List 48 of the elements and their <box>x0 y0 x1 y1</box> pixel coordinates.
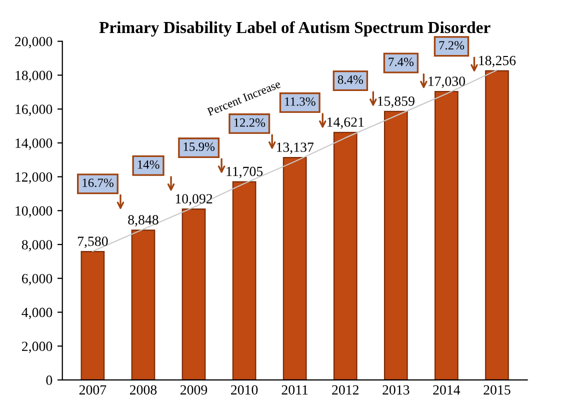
data-label: 18,256 <box>479 56 516 68</box>
annotation: 14% <box>138 160 160 169</box>
annotation: 7.4% <box>388 58 414 66</box>
data-label: 17,030 <box>428 76 466 88</box>
y-tick-label: 4,000 <box>22 308 52 320</box>
bar <box>182 208 206 380</box>
annotation: 11.3% <box>285 97 316 106</box>
annotation: 15.9% <box>184 142 215 151</box>
data-label: 15,859 <box>378 96 414 108</box>
bar <box>282 156 307 380</box>
y-tick-label: 18,000 <box>16 70 52 82</box>
y-tick-label: 10,000 <box>16 206 52 218</box>
x-tick-label: 2012 <box>332 385 358 395</box>
x-tick-label: 2008 <box>130 385 157 395</box>
bar <box>485 70 509 380</box>
bar <box>434 91 458 380</box>
y-tick-label: 6,000 <box>22 274 52 286</box>
x-tick-label: 2013 <box>382 385 410 395</box>
y-tick-label: 20,000 <box>15 36 52 48</box>
data-label: 8,848 <box>128 215 158 227</box>
x-tick-label: 2010 <box>231 385 258 395</box>
data-label: 11,705 <box>226 166 263 178</box>
annotation: 12.2% <box>234 118 266 127</box>
chart-title: Primary Disability Label of Autism Spectrum Disorder <box>99 21 490 37</box>
y-tick-label: 0 <box>46 376 52 385</box>
y-tick-label: 2,000 <box>22 342 52 354</box>
data-label: 13,137 <box>276 142 314 154</box>
y-tick-label: 14,000 <box>16 138 52 150</box>
annotation: Percent Increase <box>206 80 282 116</box>
annotation: 8.4% <box>338 75 364 84</box>
annotation: 16.7% <box>82 178 114 188</box>
x-tick-label: 2014 <box>433 385 460 395</box>
x-tick-label: 2015 <box>484 385 510 395</box>
bar <box>333 132 358 380</box>
data-label: 7,580 <box>78 236 108 248</box>
bar <box>80 251 105 380</box>
bar <box>384 110 408 380</box>
x-tick-label: 2007 <box>79 385 106 395</box>
x-tick-label: 2011 <box>282 385 308 395</box>
x-tick-label: 2009 <box>180 385 208 395</box>
y-tick-label: 12,000 <box>16 172 52 184</box>
bar <box>131 230 156 380</box>
data-label: 10,092 <box>176 194 212 206</box>
bar <box>232 181 256 380</box>
y-tick-label: 8,000 <box>22 240 52 252</box>
annotation: 7.2% <box>439 41 464 50</box>
y-tick-label: 16,000 <box>16 104 52 116</box>
data-label: 14,621 <box>328 117 364 129</box>
